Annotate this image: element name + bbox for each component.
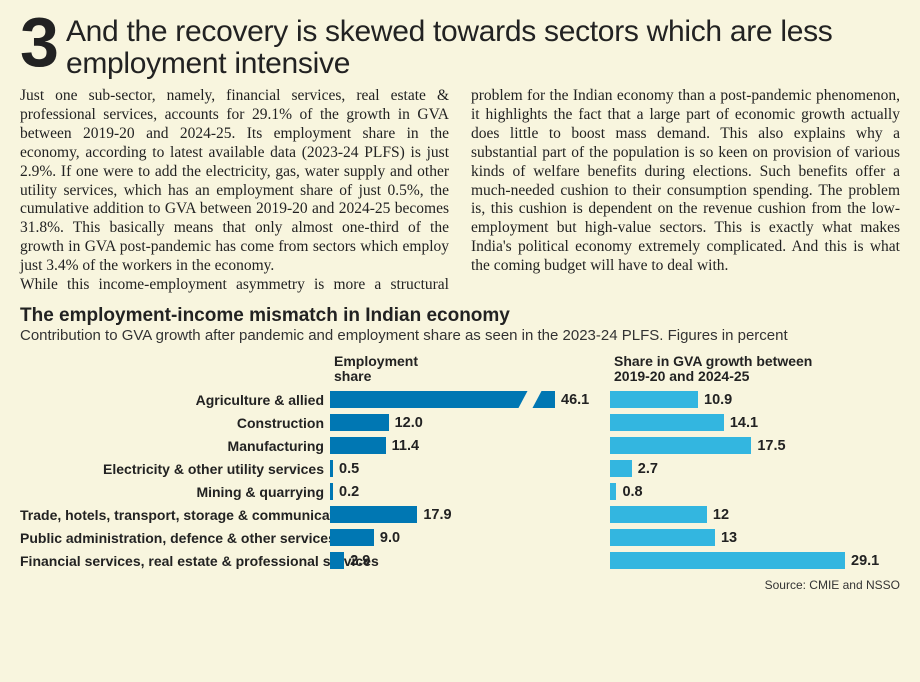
gva-bar-cell: 29.1 xyxy=(610,552,900,569)
bar-chart: Employmentshare Share in GVA growth betw… xyxy=(20,354,900,572)
employment-value: 9.0 xyxy=(380,530,400,546)
chart-row: Agriculture & allied 46.1 10.9 xyxy=(20,389,900,411)
employment-bar xyxy=(330,552,344,569)
gva-bar xyxy=(610,506,707,523)
gva-value: 2.7 xyxy=(638,461,658,477)
employment-value: 0.2 xyxy=(339,484,359,500)
employment-bar xyxy=(330,437,386,454)
employment-bar-cell: 11.4 xyxy=(330,437,610,454)
chart-row: Mining & quarrying 0.2 0.8 xyxy=(20,481,900,503)
gva-value: 12 xyxy=(713,507,729,523)
headline-number: 3 xyxy=(20,14,56,70)
employment-bar xyxy=(330,506,417,523)
gva-bar-cell: 10.9 xyxy=(610,391,900,408)
gva-value: 0.8 xyxy=(622,484,642,500)
employment-bar-cell: 0.5 xyxy=(330,460,610,477)
gva-bar-cell: 14.1 xyxy=(610,414,900,431)
gva-bar-cell: 2.7 xyxy=(610,460,900,477)
employment-bar xyxy=(330,529,374,546)
gva-bar xyxy=(610,437,751,454)
row-label: Public administration, defence & other s… xyxy=(20,530,330,546)
row-label: Construction xyxy=(20,415,330,431)
gva-value: 14.1 xyxy=(730,415,758,431)
gva-bar xyxy=(610,483,616,500)
chart-subtitle: Contribution to GVA growth after pandemi… xyxy=(20,327,900,344)
gva-bar-cell: 13 xyxy=(610,529,900,546)
chart-source: Source: CMIE and NSSO xyxy=(20,578,900,592)
employment-bar-cell: 12.0 xyxy=(330,414,610,431)
chart-row: Electricity & other utility services 0.5 2… xyxy=(20,458,900,480)
employment-bar-cell: 46.1 xyxy=(330,391,610,408)
employment-value: 2.9 xyxy=(350,553,370,569)
chart-row: Manufacturing 11.4 17.5 xyxy=(20,435,900,457)
chart-title: The employment-income mismatch in Indian… xyxy=(20,305,900,327)
article-body: Just one sub-sector, namely, financial s… xyxy=(20,87,900,295)
employment-value: 11.4 xyxy=(392,438,419,454)
gva-bar-cell: 12 xyxy=(610,506,900,523)
chart-row: Financial services, real estate & profes… xyxy=(20,550,900,572)
row-label: Agriculture & allied xyxy=(20,392,330,408)
employment-value: 0.5 xyxy=(339,461,359,477)
gva-value: 17.5 xyxy=(757,438,785,454)
headline-text: And the recovery is skewed towards secto… xyxy=(66,14,900,79)
employment-bar xyxy=(330,391,555,408)
chart-row: Trade, hotels, transport, storage & comm… xyxy=(20,504,900,526)
gva-bar xyxy=(610,552,845,569)
gva-value: 13 xyxy=(721,530,737,546)
gva-value: 10.9 xyxy=(704,392,732,408)
row-label: Trade, hotels, transport, storage & comm… xyxy=(20,507,330,523)
employment-bar-cell: 2.9 xyxy=(330,552,610,569)
gva-bar xyxy=(610,460,632,477)
row-label: Mining & quarrying xyxy=(20,484,330,500)
employment-bar xyxy=(330,460,333,477)
gva-bar xyxy=(610,529,715,546)
employment-bar-cell: 0.2 xyxy=(330,483,610,500)
employment-bar xyxy=(330,414,389,431)
employment-value: 17.9 xyxy=(423,507,451,523)
employment-bar-cell: 17.9 xyxy=(330,506,610,523)
row-label: Manufacturing xyxy=(20,438,330,454)
gva-bar-cell: 17.5 xyxy=(610,437,900,454)
gva-bar xyxy=(610,391,698,408)
employment-value: 12.0 xyxy=(395,415,423,431)
row-label: Electricity & other utility services xyxy=(20,461,330,477)
gva-value: 29.1 xyxy=(851,553,879,569)
chart-row: Construction 12.0 14.1 xyxy=(20,412,900,434)
gva-bar xyxy=(610,414,724,431)
headline: 3 And the recovery is skewed towards sec… xyxy=(20,14,900,79)
chart-column-headers: Employmentshare Share in GVA growth betw… xyxy=(20,354,900,385)
employment-bar-cell: 9.0 xyxy=(330,529,610,546)
row-label: Financial services, real estate & profes… xyxy=(20,553,330,569)
col-header-employment: Employmentshare xyxy=(330,354,610,385)
col-header-gva: Share in GVA growth between2019-20 and 2… xyxy=(610,354,900,385)
employment-value: 46.1 xyxy=(561,392,589,408)
gva-bar-cell: 0.8 xyxy=(610,483,900,500)
employment-bar xyxy=(330,483,333,500)
chart-row: Public administration, defence & other s… xyxy=(20,527,900,549)
